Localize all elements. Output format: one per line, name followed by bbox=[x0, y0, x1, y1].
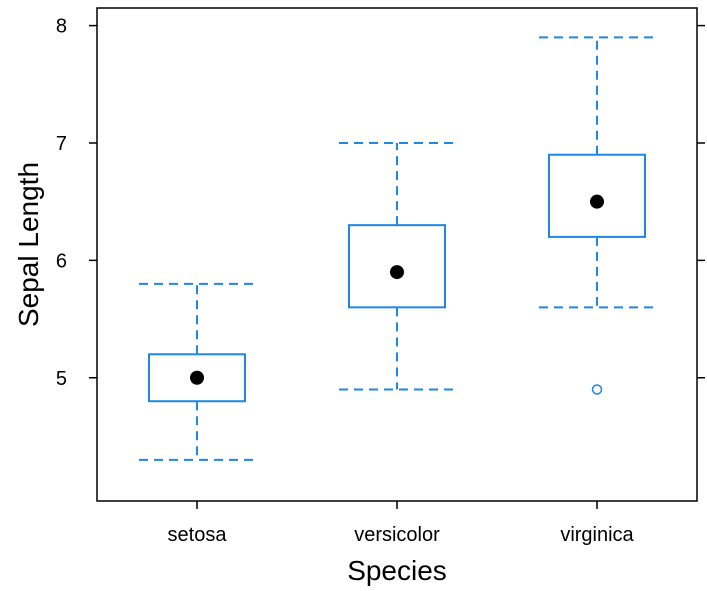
median-dot bbox=[390, 265, 404, 280]
y-tick-label: 7 bbox=[56, 133, 67, 155]
y-tick-label: 5 bbox=[56, 368, 67, 390]
x-tick-label-virginica: virginica bbox=[560, 524, 634, 546]
x-tick-label-versicolor: versicolor bbox=[354, 524, 440, 546]
x-axis-title: Species bbox=[347, 555, 447, 586]
median-dot bbox=[190, 370, 204, 385]
interquartile-box bbox=[148, 353, 246, 403]
interquartile-box bbox=[348, 224, 446, 309]
x-axis: setosa versicolor virginica bbox=[168, 501, 635, 546]
box-setosa bbox=[139, 282, 255, 461]
interquartile-box bbox=[548, 153, 646, 238]
y-axis: 5 6 7 8 bbox=[56, 16, 705, 390]
x-tick-label-setosa: setosa bbox=[168, 524, 228, 546]
outlier-point bbox=[591, 384, 603, 395]
box-series bbox=[139, 36, 655, 461]
median-dot bbox=[590, 194, 604, 209]
y-axis-title: Sepal Length bbox=[13, 162, 44, 327]
plot-frame bbox=[96, 7, 698, 502]
y-tick-label: 6 bbox=[56, 250, 67, 272]
box-versicolor bbox=[339, 141, 455, 391]
y-tick-label: 8 bbox=[56, 16, 67, 38]
box-virginica bbox=[539, 36, 655, 395]
